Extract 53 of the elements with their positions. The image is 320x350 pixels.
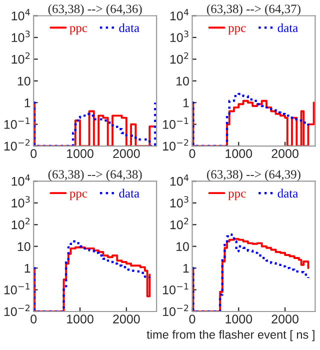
chart-title: (63,38) --> (64,36): [48, 4, 142, 16]
x-tick-label: 0: [189, 149, 196, 158]
y-tick-label: 10$^{3}$: [170, 196, 188, 208]
y-tick-label: 10$^{2}$: [170, 218, 188, 230]
y-tick-label: 10$^{2}$: [12, 218, 30, 230]
y-tick-label: 10$^{2}$: [170, 52, 188, 64]
legend-label: data: [119, 23, 140, 32]
x-tick-label: 1000: [226, 314, 252, 324]
legend-label: data: [278, 188, 298, 198]
y-tick-label: 10$^{4}$: [12, 174, 30, 186]
y-tick-label: 10$^{4}$: [12, 9, 30, 20]
y-tick-label: 10$^{4}$: [170, 9, 189, 20]
text: ppc: [228, 192, 246, 200]
y-tick-label: 10: [18, 76, 30, 86]
y-tick-label: 1: [24, 98, 30, 108]
y-tick-label: 10$^{−1}$: [163, 283, 188, 294]
y-tick-label: 10$^{2}$: [12, 52, 30, 64]
legend-label: ppc: [70, 26, 88, 35]
y-tick-label: 10$^{3}$: [12, 30, 30, 42]
x-tick-label: 0: [30, 314, 37, 324]
x-tick-label: 1000: [67, 149, 94, 158]
chart-title: (63,38) --> (64,37): [207, 4, 300, 16]
y-tick-label: 10$^{−1}$: [163, 118, 188, 129]
y-tick-label: 10: [176, 76, 189, 86]
legend-label: data: [119, 188, 140, 198]
y-tick-label: 10$^{−2}$: [163, 304, 188, 316]
x-tick-label: 2000: [272, 314, 298, 324]
text: ppc: [228, 26, 246, 35]
y-tick-label: 10$^{3}$: [170, 30, 188, 42]
y-tick-label: 10: [18, 242, 30, 252]
x-tick-label: 1000: [226, 149, 252, 158]
y-tick-label: 10$^{−2}$: [163, 139, 188, 151]
y-tick-label: 10$^{−1}$: [4, 118, 30, 129]
y-tick-label: 10$^{4}$: [170, 174, 189, 186]
y-tick-label: 10$^{−2}$: [4, 139, 30, 151]
x-tick-label: 2000: [113, 149, 140, 158]
chart-title: (63,38) --> (64,38): [48, 170, 142, 182]
y-tick-label: 10$^{−1}$: [4, 283, 30, 294]
y-tick-label: 1: [183, 264, 189, 273]
x-tick-label: 0: [189, 314, 196, 324]
x-tick-label: 0: [30, 149, 37, 158]
x-axis-title: time from the flasher event [ ns ]: [146, 330, 314, 342]
x-tick-label: 1000: [67, 314, 94, 324]
y-tick-label: 1: [24, 264, 30, 273]
chart-title: (63,38) --> (64,39): [207, 170, 300, 182]
y-tick-label: 1: [183, 98, 189, 108]
x-tick-label: 2000: [113, 314, 140, 324]
x-tick-label: 2000: [272, 149, 298, 158]
legend-label: data: [278, 23, 298, 32]
y-tick-label: 10$^{3}$: [12, 196, 30, 208]
y-tick-label: 10: [176, 242, 189, 252]
legend-label: ppc: [70, 192, 88, 200]
y-tick-label: 10$^{−2}$: [4, 304, 30, 316]
